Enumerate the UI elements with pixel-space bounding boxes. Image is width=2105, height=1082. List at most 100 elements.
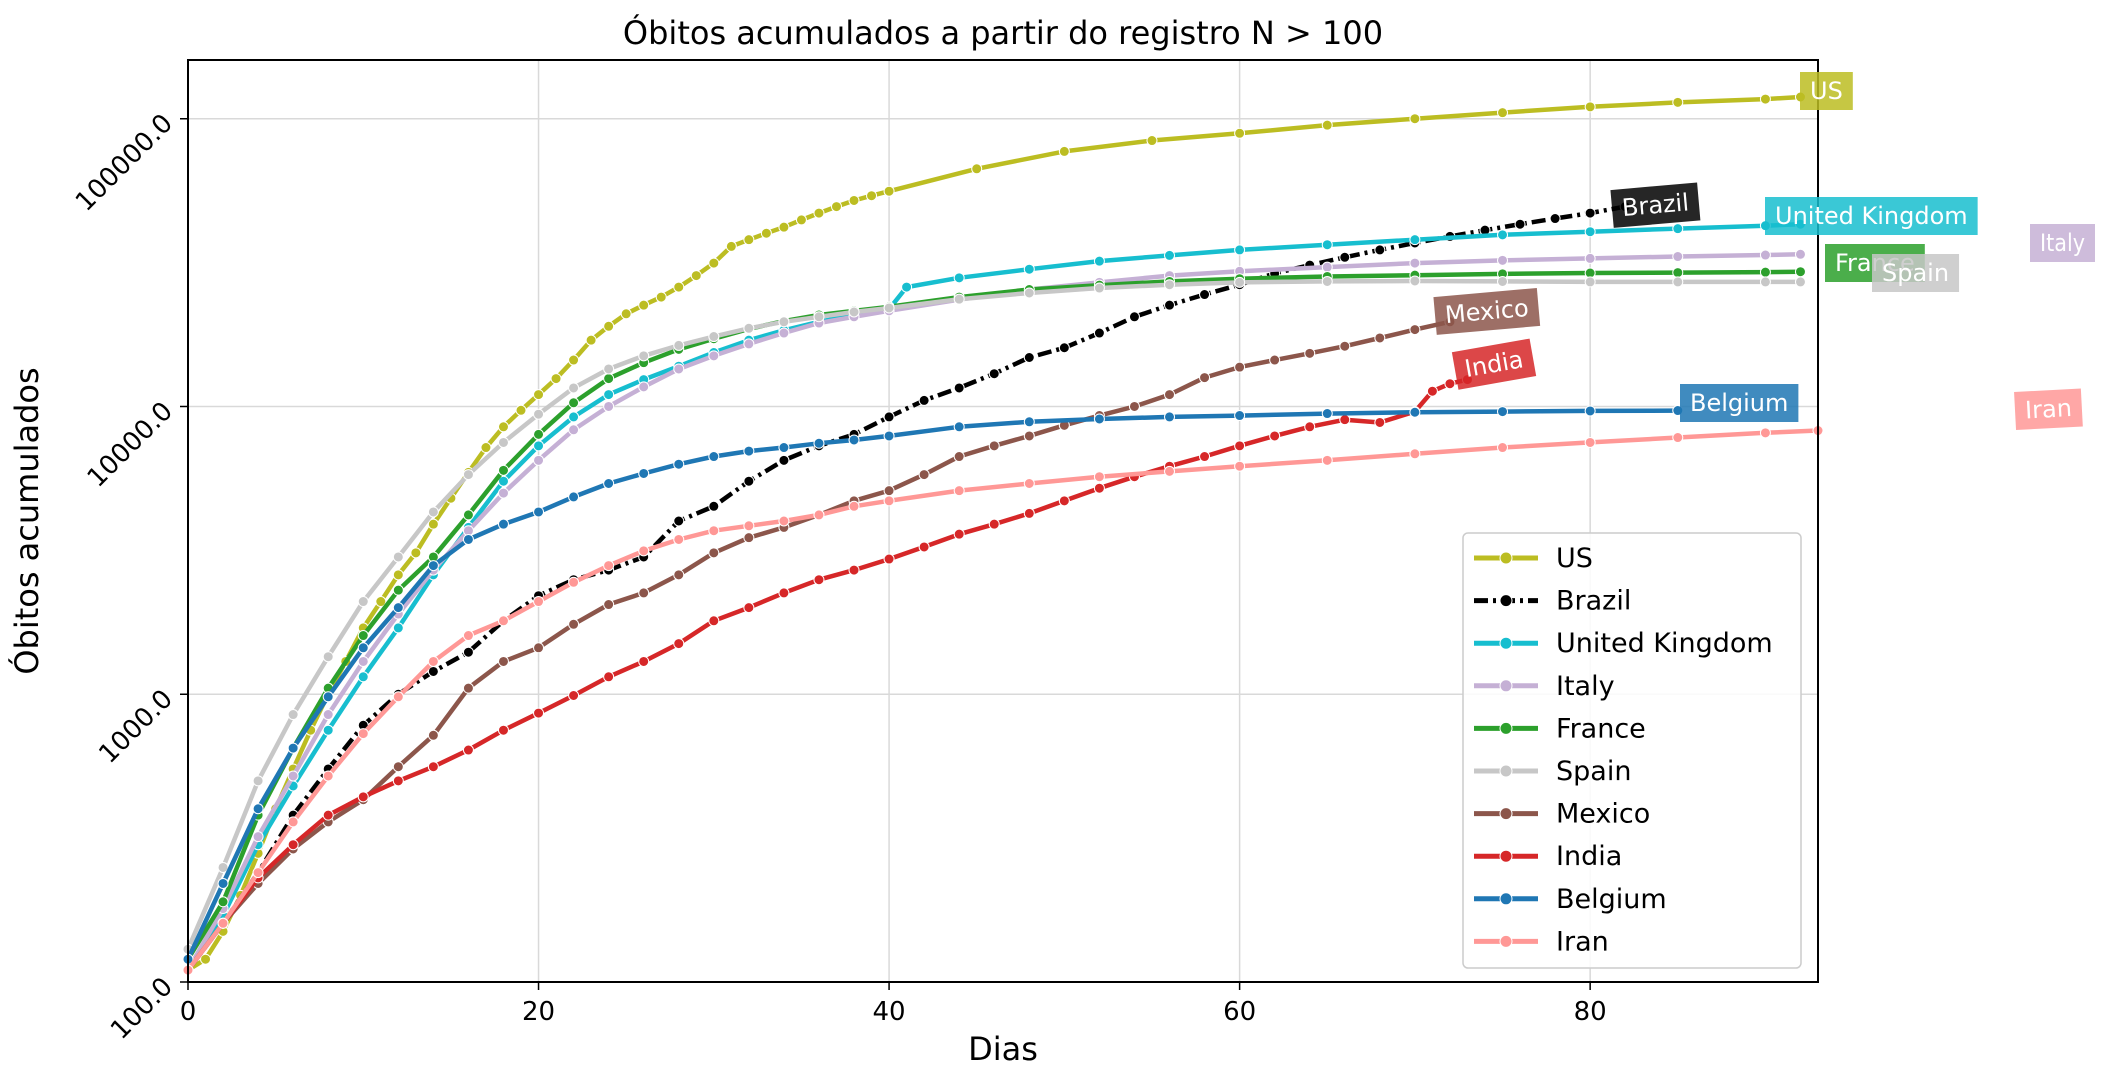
- series-marker: [357, 596, 369, 608]
- series-marker: [462, 509, 474, 521]
- series-marker: [480, 442, 492, 454]
- series-marker: [1199, 451, 1211, 463]
- series-marker: [918, 541, 930, 553]
- series-marker: [392, 551, 404, 563]
- legend-label: Belgium: [1556, 884, 1667, 915]
- series-marker: [1199, 289, 1211, 301]
- series-marker: [795, 214, 807, 226]
- legend-label: Mexico: [1556, 799, 1650, 830]
- series-marker: [533, 642, 545, 654]
- series-end-label-text: US: [1810, 77, 1843, 105]
- series-marker: [497, 487, 509, 499]
- series-marker: [1497, 406, 1509, 418]
- series-marker: [1549, 213, 1561, 225]
- series-end-label-bg: [1800, 72, 1853, 110]
- series-marker: [638, 467, 650, 479]
- series-marker: [1234, 440, 1246, 452]
- series-end-label: Italy: [2030, 224, 2095, 262]
- series-end-label-bg: [1610, 182, 1701, 228]
- series-marker: [953, 528, 965, 540]
- chart-title: Óbitos acumulados a partir do registro N…: [623, 13, 1383, 52]
- series-marker: [497, 475, 509, 487]
- series-marker: [1058, 145, 1070, 157]
- series-marker: [743, 520, 755, 532]
- legend: US Brazil United Kingdom Italy France Spain Me…: [1462, 532, 1802, 969]
- series-end-label-text: Iran: [2024, 394, 2072, 424]
- series-marker: [673, 569, 685, 581]
- legend-label: France: [1556, 713, 1646, 744]
- series-end-label: Spain: [1872, 254, 1960, 292]
- series-marker: [497, 615, 509, 627]
- series-marker: [953, 293, 965, 305]
- series-marker: [392, 569, 404, 581]
- series-marker: [1374, 332, 1386, 344]
- series-marker: [848, 194, 860, 206]
- series-marker: [778, 587, 790, 599]
- legend-box: [1462, 532, 1802, 969]
- series-marker: [1321, 239, 1333, 251]
- series-marker: [497, 436, 509, 448]
- series-marker: [830, 201, 842, 213]
- series-end-label: India: [1451, 338, 1537, 390]
- series-marker: [392, 761, 404, 773]
- series-marker: [252, 803, 264, 815]
- series-marker: [1339, 251, 1351, 263]
- series-marker: [1759, 266, 1771, 278]
- series-marker: [1497, 107, 1509, 119]
- series-marker: [287, 770, 299, 782]
- series-marker: [1023, 287, 1035, 299]
- series-marker: [533, 389, 545, 401]
- series-marker: [1321, 408, 1333, 420]
- series-marker: [1497, 229, 1509, 241]
- series-marker: [778, 327, 790, 339]
- series-marker: [901, 281, 913, 293]
- series-marker: [497, 724, 509, 736]
- series-marker: [322, 709, 334, 721]
- series-marker: [357, 671, 369, 683]
- series-marker: [883, 411, 895, 423]
- series-marker: [1058, 342, 1070, 354]
- series-marker: [1164, 279, 1176, 291]
- series-marker: [1023, 263, 1035, 275]
- series-marker: [918, 394, 930, 406]
- series-marker: [287, 709, 299, 721]
- series-marker: [953, 272, 965, 284]
- series-marker: [1759, 93, 1771, 105]
- series-marker: [708, 350, 720, 362]
- series-marker: [427, 506, 439, 518]
- series-marker: [1409, 448, 1421, 460]
- series-marker: [568, 690, 580, 702]
- series-marker: [603, 671, 615, 683]
- series-marker: [743, 338, 755, 350]
- series-marker: [778, 454, 790, 466]
- series-marker: [638, 655, 650, 667]
- series-marker: [953, 451, 965, 463]
- series-marker: [1304, 347, 1316, 359]
- series-marker: [1794, 276, 1806, 288]
- series-marker: [813, 207, 825, 219]
- series-marker: [1093, 282, 1105, 294]
- series-marker: [1164, 249, 1176, 261]
- series-marker: [1497, 275, 1509, 287]
- series-marker: [638, 299, 650, 311]
- series-marker: [1304, 421, 1316, 433]
- legend-swatch-marker: [1499, 679, 1513, 693]
- series-marker: [603, 373, 615, 385]
- series-marker: [1672, 96, 1684, 108]
- series-marker: [953, 421, 965, 433]
- series-marker: [322, 691, 334, 703]
- series-marker: [1269, 430, 1281, 442]
- series-marker: [357, 630, 369, 642]
- series-marker: [883, 495, 895, 507]
- series-marker: [1584, 252, 1596, 264]
- series-marker: [287, 742, 299, 754]
- series-marker: [813, 437, 825, 449]
- series-marker: [568, 424, 580, 436]
- series-marker: [883, 485, 895, 497]
- series-marker: [1409, 406, 1421, 418]
- legend-swatch-marker: [1499, 636, 1513, 650]
- series-marker: [1234, 410, 1246, 422]
- series-marker: [848, 434, 860, 446]
